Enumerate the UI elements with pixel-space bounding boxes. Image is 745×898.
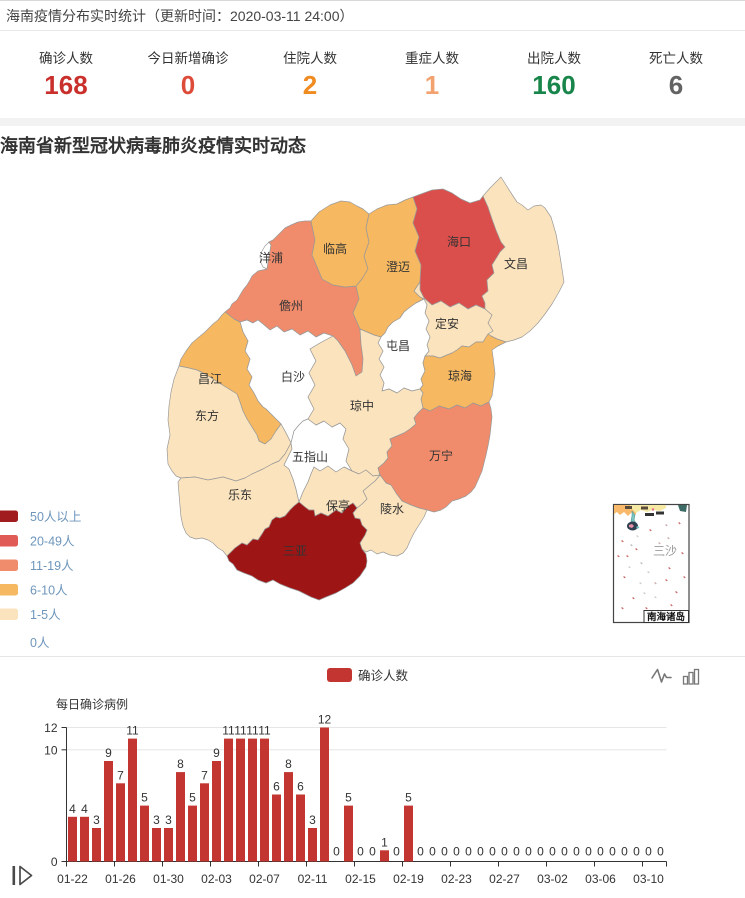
svg-text:7: 7 <box>117 768 124 782</box>
svg-text:3: 3 <box>153 813 160 827</box>
svg-text:儋州: 儋州 <box>279 299 303 313</box>
svg-text:11-19人: 11-19人 <box>30 559 74 573</box>
svg-text:0: 0 <box>369 845 376 859</box>
svg-text:0: 0 <box>357 845 364 859</box>
svg-text:每日确诊病例: 每日确诊病例 <box>56 697 128 712</box>
svg-text:02-11: 02-11 <box>298 872 328 886</box>
svg-text:4: 4 <box>81 802 88 816</box>
svg-text:琼中: 琼中 <box>350 398 374 413</box>
svg-text:0人: 0人 <box>30 636 50 650</box>
svg-text:1: 1 <box>381 835 388 849</box>
svg-text:海口: 海口 <box>447 234 471 249</box>
svg-text:9: 9 <box>213 746 220 760</box>
svg-text:三亚: 三亚 <box>283 544 307 558</box>
svg-text:0: 0 <box>51 855 58 869</box>
svg-text:03-10: 03-10 <box>633 872 664 886</box>
svg-text:南海诸岛: 南海诸岛 <box>647 611 685 623</box>
svg-text:9: 9 <box>105 746 112 760</box>
svg-text:0: 0 <box>525 845 532 859</box>
svg-text:01-30: 01-30 <box>153 872 184 886</box>
svg-text:乐东: 乐东 <box>228 488 252 502</box>
svg-text:0: 0 <box>393 845 400 859</box>
svg-text:琼海: 琼海 <box>448 368 472 383</box>
svg-text:6: 6 <box>297 780 304 794</box>
svg-text:白沙: 白沙 <box>281 369 305 384</box>
svg-text:0: 0 <box>645 845 652 859</box>
svg-text:02-23: 02-23 <box>441 872 472 886</box>
svg-text:洋浦: 洋浦 <box>259 250 283 265</box>
svg-text:12: 12 <box>44 721 58 735</box>
svg-text:0: 0 <box>537 845 544 859</box>
svg-text:0: 0 <box>621 845 628 859</box>
svg-text:02-07: 02-07 <box>249 872 280 886</box>
svg-text:02-03: 02-03 <box>201 872 232 886</box>
svg-text:0: 0 <box>501 845 508 859</box>
svg-text:陵水: 陵水 <box>380 502 404 516</box>
svg-text:0: 0 <box>333 845 340 859</box>
svg-text:0: 0 <box>561 845 568 859</box>
svg-text:5: 5 <box>189 791 196 805</box>
svg-text:0: 0 <box>465 845 472 859</box>
svg-text:5: 5 <box>345 791 352 805</box>
svg-text:0: 0 <box>441 845 448 859</box>
svg-text:10: 10 <box>44 743 58 757</box>
svg-text:0: 0 <box>453 845 460 859</box>
svg-text:保亭: 保亭 <box>326 498 350 513</box>
svg-text:0: 0 <box>429 845 436 859</box>
svg-text:3: 3 <box>309 813 316 827</box>
svg-text:02-15: 02-15 <box>345 872 376 886</box>
svg-text:0: 0 <box>633 845 640 859</box>
svg-text:02-19: 02-19 <box>393 872 424 886</box>
svg-text:3: 3 <box>165 813 172 827</box>
svg-text:屯昌: 屯昌 <box>386 339 410 353</box>
svg-text:6-10人: 6-10人 <box>30 584 68 598</box>
svg-text:11: 11 <box>234 724 247 738</box>
svg-text:0: 0 <box>609 845 616 859</box>
svg-text:8: 8 <box>285 757 292 771</box>
svg-text:7: 7 <box>201 768 208 782</box>
svg-text:4: 4 <box>69 802 76 816</box>
svg-text:万宁: 万宁 <box>429 448 453 463</box>
svg-text:03-02: 03-02 <box>537 872 568 886</box>
svg-text:3: 3 <box>93 813 100 827</box>
svg-text:6: 6 <box>273 780 280 794</box>
svg-text:5: 5 <box>141 791 148 805</box>
svg-text:0: 0 <box>585 845 592 859</box>
svg-text:11: 11 <box>222 724 235 738</box>
svg-text:02-27: 02-27 <box>489 872 520 886</box>
svg-text:01-22: 01-22 <box>57 872 88 886</box>
svg-text:东方: 东方 <box>195 408 219 423</box>
svg-text:定安: 定安 <box>435 316 459 331</box>
svg-text:0: 0 <box>477 845 484 859</box>
svg-text:1-5人: 1-5人 <box>30 608 61 622</box>
svg-text:澄迈: 澄迈 <box>386 259 410 274</box>
svg-text:0: 0 <box>597 845 604 859</box>
svg-text:8: 8 <box>177 757 184 771</box>
svg-text:0: 0 <box>417 845 424 859</box>
svg-text:三沙: 三沙 <box>653 544 677 558</box>
svg-text:11: 11 <box>258 724 271 738</box>
svg-text:临高: 临高 <box>323 241 347 256</box>
svg-text:0: 0 <box>657 845 664 859</box>
svg-text:0: 0 <box>573 845 580 859</box>
svg-text:0: 0 <box>489 845 496 859</box>
svg-text:5: 5 <box>405 791 412 805</box>
svg-text:11: 11 <box>126 724 139 738</box>
svg-text:11: 11 <box>246 724 259 738</box>
svg-text:0: 0 <box>549 845 556 859</box>
svg-text:0: 0 <box>513 845 520 859</box>
svg-text:50人以上: 50人以上 <box>30 510 81 524</box>
svg-text:12: 12 <box>318 713 332 727</box>
svg-text:五指山: 五指山 <box>292 449 328 464</box>
svg-text:昌江: 昌江 <box>198 372 222 386</box>
svg-text:01-26: 01-26 <box>105 872 136 886</box>
svg-text:文昌: 文昌 <box>504 256 528 271</box>
svg-text:03-06: 03-06 <box>585 872 616 886</box>
svg-text:20-49人: 20-49人 <box>30 535 75 549</box>
svg-text:确诊人数: 确诊人数 <box>358 668 409 683</box>
